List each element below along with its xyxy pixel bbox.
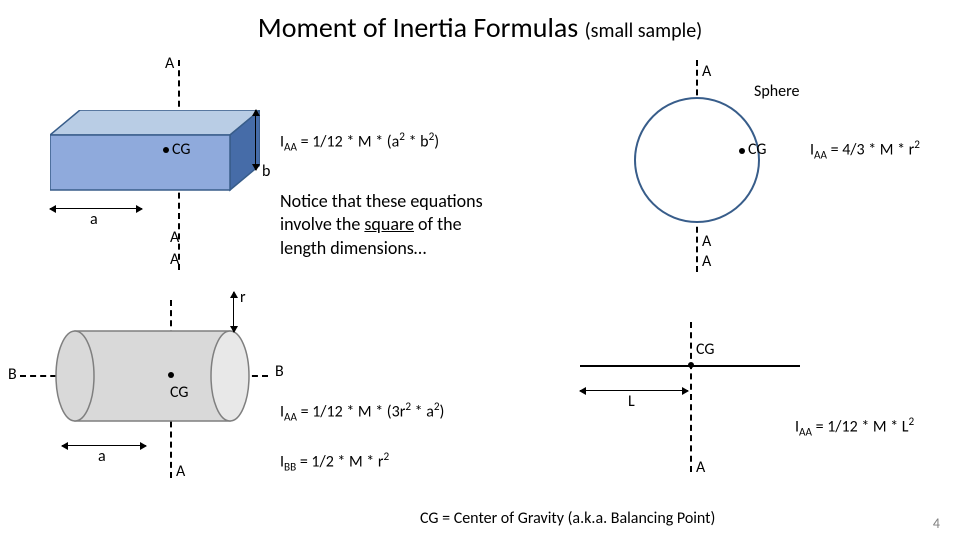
cyl-a-arrow	[62, 445, 146, 446]
f: = 1/12 * M * L	[812, 417, 909, 436]
t: involve the	[280, 213, 364, 235]
f: )	[440, 402, 445, 421]
sphere-formula: IAA = 4/3 * M * r2	[810, 138, 920, 163]
note-line3: length dimensions…	[280, 237, 580, 260]
sphere-axis-top: A	[702, 62, 711, 81]
cyl-formula-1: IAA = 1/12 * M * (3r2 * a2)	[280, 400, 444, 425]
page-number: 4	[933, 515, 940, 532]
rod-cg-label: CG	[696, 340, 714, 359]
box-b-arrow	[255, 110, 256, 170]
f: = 1/12 * M * (3r	[297, 402, 405, 421]
sphere-shape	[632, 95, 762, 225]
box-formula: IAA = 1/12 * M * (a2 * b2)	[280, 130, 439, 155]
f: 2	[909, 415, 915, 429]
sphere-cg-dot	[739, 148, 745, 154]
f: AA	[284, 141, 297, 155]
rod-region: A CG L	[560, 310, 860, 490]
t: of the	[414, 213, 462, 235]
cylinder-region: A B B CG r a	[20, 300, 320, 500]
cyl-r-label: r	[240, 288, 246, 307]
cyl-axis-A-label: A	[176, 462, 185, 481]
title-sub: (small sample)	[585, 19, 703, 43]
sphere-axis-bot2: A	[702, 252, 711, 271]
cyl-B-left: B	[8, 365, 17, 384]
cylinder-shape	[55, 330, 250, 422]
page-title: Moment of Inertia Formulas (small sample…	[0, 10, 960, 45]
box-axis-bot2: A	[170, 250, 179, 269]
note-line1: Notice that these equations	[280, 190, 580, 213]
cyl-formula-2: IBB = 1/2 * M * r2	[280, 450, 389, 475]
f: * a	[411, 402, 434, 421]
box-cg-label: CG	[172, 140, 190, 159]
t: square	[364, 213, 414, 235]
rod-axis-A: A	[696, 458, 705, 477]
note-line2: involve the square of the	[280, 213, 580, 236]
f: * b	[405, 132, 429, 151]
cyl-B-right: B	[275, 362, 284, 381]
cyl-r-arrow	[233, 292, 234, 332]
box-a-label: a	[90, 210, 98, 229]
sphere-axis-bot1: A	[702, 232, 711, 251]
f: AA	[814, 149, 827, 163]
box-a-arrow	[50, 208, 142, 209]
rect-box-shape	[50, 110, 260, 200]
f: BB	[284, 461, 296, 475]
box-b-label: b	[262, 162, 270, 181]
rod-formula: IAA = 1/12 * M * L2	[795, 415, 914, 440]
f: AA	[284, 411, 297, 425]
box-region: A A A CG a	[50, 60, 310, 290]
cyl-cg-label: CG	[170, 383, 188, 402]
f: 2	[383, 450, 389, 464]
center-note: Notice that these equations involve the …	[280, 190, 580, 260]
box-axis-top: A	[165, 54, 174, 73]
sphere-cg-label: CG	[748, 140, 766, 159]
cyl-cg-dot	[168, 372, 174, 378]
f: )	[434, 132, 439, 151]
f: = 1/2 * M * r	[296, 452, 383, 471]
f: = 1/12 * M * (a	[297, 132, 399, 151]
rod-axis	[690, 322, 692, 472]
rod-L-arrow	[580, 390, 688, 391]
cyl-a-label: a	[98, 447, 106, 466]
f: 2	[914, 138, 920, 152]
box-axis-bot1: A	[170, 228, 179, 247]
rod-cg-dot	[688, 362, 694, 368]
sphere-region: A Sphere CG A A	[630, 60, 890, 290]
footer-note: CG = Center of Gravity (a.k.a. Balancing…	[420, 509, 715, 528]
rod-L-label: L	[628, 392, 635, 411]
box-cg-dot	[163, 147, 169, 153]
f: = 4/3 * M * r	[827, 140, 914, 159]
f: AA	[799, 426, 812, 440]
title-main: Moment of Inertia Formulas	[258, 10, 585, 45]
